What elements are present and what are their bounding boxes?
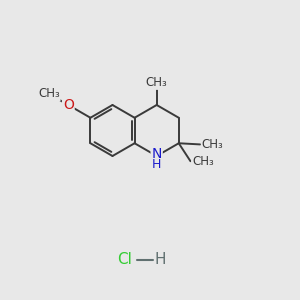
Text: Cl: Cl	[117, 252, 132, 267]
Text: N: N	[152, 147, 162, 161]
Text: CH₃: CH₃	[38, 87, 60, 100]
Text: O: O	[63, 98, 74, 112]
Text: CH₃: CH₃	[146, 76, 167, 89]
Text: CH₃: CH₃	[192, 155, 214, 168]
Text: H: H	[152, 158, 161, 171]
Text: CH₃: CH₃	[202, 138, 224, 151]
Text: H: H	[155, 252, 166, 267]
